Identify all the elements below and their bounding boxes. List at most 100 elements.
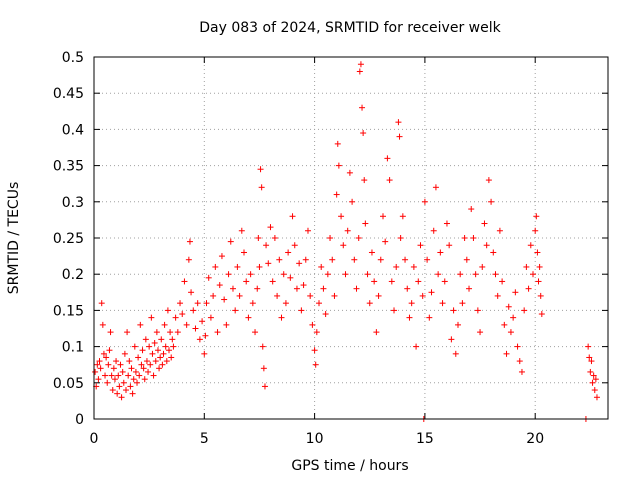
data-point [105, 361, 112, 368]
data-point [538, 311, 545, 318]
data-point [174, 329, 181, 336]
data-point [525, 285, 532, 292]
data-point [259, 343, 266, 350]
data-point [466, 285, 473, 292]
data-point [404, 285, 411, 292]
data-point [131, 343, 138, 350]
y-tick-label: 0.25 [53, 231, 84, 247]
x-tick-label: 15 [416, 431, 434, 447]
data-point [300, 282, 307, 289]
data-point [186, 238, 193, 245]
data-point [99, 321, 106, 328]
data-point [282, 300, 289, 307]
data-point [115, 372, 122, 379]
data-point [111, 376, 118, 383]
data-point [388, 278, 395, 285]
data-point [393, 263, 400, 270]
data-point [194, 300, 201, 307]
data-point [117, 361, 124, 368]
data-point [316, 300, 323, 307]
data-point [334, 140, 341, 147]
data-point [109, 387, 116, 394]
data-point [183, 321, 190, 328]
data-point [201, 350, 208, 357]
data-point [523, 263, 530, 270]
data-points [92, 61, 600, 422]
data-point [104, 379, 111, 386]
data-point [399, 213, 406, 220]
data-point [590, 372, 597, 379]
data-point [276, 256, 283, 263]
data-point [490, 249, 497, 256]
data-point [481, 220, 488, 227]
data-point [417, 242, 424, 249]
data-point [537, 292, 544, 299]
data-point [428, 289, 435, 296]
data-point [591, 387, 598, 394]
data-point [457, 271, 464, 278]
data-point [592, 376, 599, 383]
data-point [119, 368, 126, 375]
data-point [512, 289, 519, 296]
data-point [533, 213, 540, 220]
data-point [151, 339, 158, 346]
data-point [120, 379, 127, 386]
data-point [479, 263, 486, 270]
data-point [137, 321, 144, 328]
data-point [258, 184, 265, 191]
data-point [210, 292, 217, 299]
data-point [203, 300, 210, 307]
data-point [382, 238, 389, 245]
data-point [318, 263, 325, 270]
data-point [446, 242, 453, 249]
y-tick-label: 0.45 [53, 86, 84, 102]
data-point [585, 343, 592, 350]
data-point [499, 278, 506, 285]
data-point [309, 321, 316, 328]
data-point [113, 358, 120, 365]
data-point [311, 347, 318, 354]
data-point [96, 358, 103, 365]
data-point [494, 292, 501, 299]
data-point [158, 336, 165, 343]
data-point [356, 68, 363, 75]
data-point [353, 285, 360, 292]
data-point [126, 358, 133, 365]
data-point [238, 227, 245, 234]
data-point [135, 354, 142, 361]
data-point [521, 307, 528, 314]
data-point [593, 394, 600, 401]
data-point [439, 300, 446, 307]
data-point [152, 358, 159, 365]
data-point [413, 343, 420, 350]
data-point [271, 235, 278, 241]
data-point [396, 133, 403, 140]
data-point [98, 300, 105, 307]
data-point [236, 292, 243, 299]
data-point [586, 354, 593, 361]
data-point [229, 285, 236, 292]
data-point [179, 311, 186, 318]
data-point [132, 368, 139, 375]
data-point [278, 314, 285, 321]
data-point [293, 285, 300, 292]
data-point [397, 235, 404, 241]
data-point [474, 307, 481, 314]
data-point [346, 169, 353, 176]
data-point [116, 383, 123, 390]
data-point [468, 206, 475, 213]
data-point [331, 292, 338, 299]
data-point [214, 329, 221, 336]
data-point [501, 321, 508, 328]
data-point [516, 358, 523, 365]
data-point [357, 61, 364, 68]
y-axis-label: SRMTID / TECUs [6, 182, 22, 295]
y-tick-label: 0.4 [62, 122, 84, 138]
data-point [267, 224, 274, 231]
data-point [483, 242, 490, 249]
data-point [162, 343, 169, 350]
data-point [254, 285, 261, 292]
data-point [312, 361, 319, 368]
y-tick-label: 0.3 [62, 195, 84, 211]
data-point [199, 318, 206, 325]
